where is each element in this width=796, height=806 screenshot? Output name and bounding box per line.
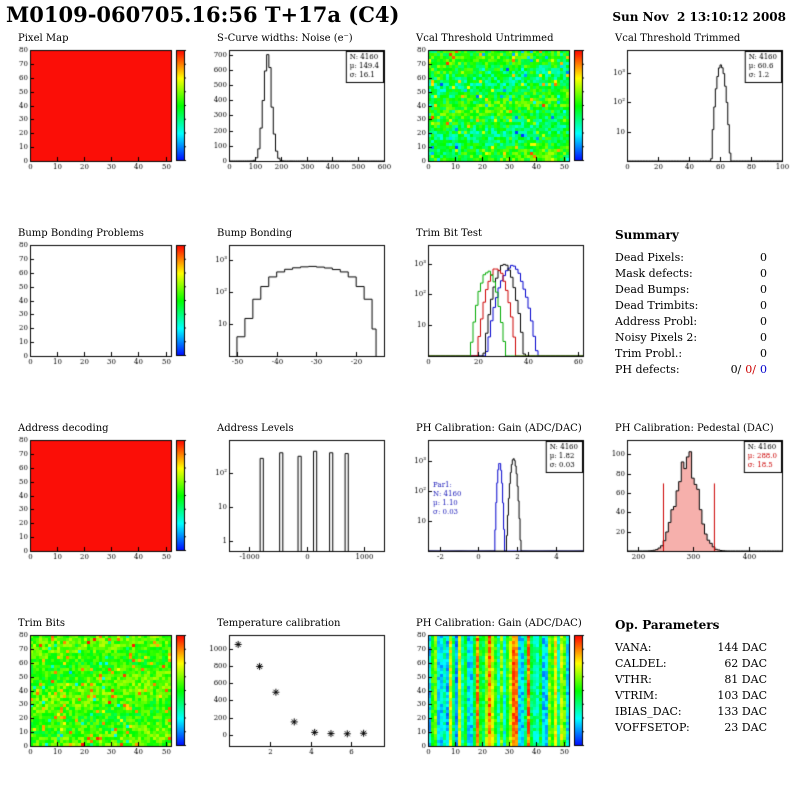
plot-title: Vcal Threshold Untrimmed — [416, 33, 554, 44]
op-parameter-value: 81 DAC — [724, 672, 767, 686]
op-parameter-value: 62 DAC — [724, 656, 767, 670]
plot-title: Temperature calibration — [217, 618, 341, 629]
summary-row: Address Probl: 0 — [615, 314, 767, 330]
plot-title: Address decoding — [18, 423, 109, 434]
summary-row-ph-defects: PH defects: 0/0/0 — [615, 362, 767, 378]
bump-problems-canvas — [2, 241, 197, 371]
plot-title: Vcal Threshold Trimmed — [615, 33, 741, 44]
op-parameters-panel: Op. Parameters VANA: 144 DAC CALDEL: 62 DAC… — [597, 611, 796, 806]
summary-row-label: Dead Trimbits: — [615, 298, 699, 312]
summary-value: 0 — [760, 266, 767, 280]
trim-bit-test-canvas — [400, 241, 595, 371]
temp-calibration-canvas — [201, 631, 396, 761]
bump-bonding-canvas — [201, 241, 396, 371]
plot-ph-gain-map: PH Calibration: Gain (ADC/DAC) — [398, 611, 597, 806]
plot-address-levels: Address Levels — [199, 416, 398, 611]
ph-defects-value: 0/ — [745, 362, 756, 376]
op-parameters-heading: Op. Parameters — [615, 618, 720, 632]
op-parameter-row-label: CALDEL: — [615, 656, 667, 670]
vcal-untrimmed-canvas — [400, 46, 595, 176]
plot-grid: Pixel Map S-Curve widths: Noise (e⁻) Vca… — [0, 26, 796, 806]
plot-title: Pixel Map — [18, 33, 69, 44]
summary-row: Dead Bumps: 0 — [615, 282, 767, 298]
summary-rows: Dead Pixels: 0 Mask defects: 0 Dead Bumps: 0 D… — [615, 250, 767, 378]
op-parameter-row-label: VTRIM: — [615, 688, 658, 702]
op-parameter-value: 144 DAC — [717, 641, 767, 654]
summary-value: 0 — [760, 314, 767, 328]
op-parameter-value: 103 DAC — [717, 688, 767, 702]
page-date: Sun Nov 2 13:10:12 2008 — [612, 10, 786, 24]
plot-bump-problems: Bump Bonding Problems — [0, 221, 199, 416]
summary-row-label: Mask defects: — [615, 266, 693, 280]
plot-vcal-trimmed: Vcal Threshold Trimmed — [597, 26, 796, 221]
plot-title: S-Curve widths: Noise (e⁻) — [217, 33, 353, 44]
plot-title: PH Calibration: Gain (ADC/DAC) — [416, 618, 582, 629]
op-parameter-row: VTRIM: 103 DAC — [615, 688, 767, 704]
ph-defects-value: 0 — [760, 362, 767, 376]
op-parameter-row: CALDEL: 62 DAC — [615, 656, 767, 672]
op-parameter-row-label: VOFFSETOP: — [615, 720, 690, 734]
op-parameter-row-label: VANA: — [615, 641, 652, 654]
summary-row-label: Address Probl: — [615, 314, 698, 328]
plot-vcal-untrimmed: Vcal Threshold Untrimmed — [398, 26, 597, 221]
plot-title: Bump Bonding Problems — [18, 228, 144, 239]
summary-panel: Summary Dead Pixels: 0 Mask defects: 0 Dead … — [597, 221, 796, 416]
summary-heading: Summary — [615, 228, 679, 242]
summary-value: 0 — [760, 251, 767, 264]
trim-bits-canvas — [2, 631, 197, 761]
summary-row-label: Noisy Pixels 2: — [615, 330, 698, 344]
summary-row-label: Dead Pixels: — [615, 251, 684, 264]
plot-scurve-noise: S-Curve widths: Noise (e⁻) — [199, 26, 398, 221]
summary-value: 0 — [760, 298, 767, 312]
summary-row: Trim Probl.: 0 — [615, 346, 767, 362]
summary-row: Dead Pixels: 0 — [615, 250, 767, 266]
op-parameters-rows: VANA: 144 DAC CALDEL: 62 DAC VTHR: 81 DAC VTRI… — [615, 640, 767, 736]
plot-bump-bonding: Bump Bonding — [199, 221, 398, 416]
plot-address-decoding: Address decoding — [0, 416, 199, 611]
vcal-trimmed-canvas — [599, 46, 794, 176]
summary-row: Dead Trimbits: 0 — [615, 298, 767, 314]
summary-row-label: Dead Bumps: — [615, 282, 690, 296]
plot-title: PH Calibration: Gain (ADC/DAC) — [416, 423, 582, 434]
summary-value: 0 — [760, 346, 767, 360]
summary-row: Noisy Pixels 2: 0 — [615, 330, 767, 346]
ph-defects-values: 0/0/0 — [727, 362, 767, 378]
op-parameter-row-label: IBIAS_DAC: — [615, 704, 682, 718]
ph-gain-hist-canvas — [400, 436, 595, 566]
op-parameter-value: 133 DAC — [717, 704, 767, 718]
plot-ph-pedestal: PH Calibration: Pedestal (DAC) — [597, 416, 796, 611]
op-parameter-row: IBIAS_DAC: 133 DAC — [615, 704, 767, 720]
plot-pixel-map: Pixel Map — [0, 26, 199, 221]
ph-pedestal-canvas — [599, 436, 794, 566]
plot-ph-gain-hist: PH Calibration: Gain (ADC/DAC) — [398, 416, 597, 611]
summary-row-ph-defects-label: PH defects: — [615, 362, 680, 376]
summary-row: Mask defects: 0 — [615, 266, 767, 282]
plot-title: PH Calibration: Pedestal (DAC) — [615, 423, 774, 434]
op-parameter-row: VTHR: 81 DAC — [615, 672, 767, 688]
op-parameter-row-label: VTHR: — [615, 672, 652, 686]
scurve-noise-canvas — [201, 46, 396, 176]
page-title: M0109-060705.16:56 T+17a (C4) — [6, 2, 400, 27]
summary-value: 0 — [760, 282, 767, 296]
plot-trim-bit-test: Trim Bit Test — [398, 221, 597, 416]
ph-gain-map-canvas — [400, 631, 595, 761]
plot-title: Address Levels — [217, 423, 294, 434]
op-parameter-row: VOFFSETOP: 23 DAC — [615, 720, 767, 736]
address-decoding-canvas — [2, 436, 197, 566]
plot-title: Trim Bit Test — [416, 228, 483, 239]
summary-row-label: Trim Probl.: — [615, 346, 683, 360]
op-parameter-value: 23 DAC — [724, 720, 767, 734]
address-levels-canvas — [201, 436, 396, 566]
ph-defects-value: 0/ — [730, 362, 742, 376]
op-parameter-row: VANA: 144 DAC — [615, 640, 767, 656]
pixel-map-canvas — [2, 46, 197, 176]
plot-temp-calibration: Temperature calibration — [199, 611, 398, 806]
summary-value: 0 — [760, 330, 767, 344]
plot-trim-bits: Trim Bits — [0, 611, 199, 806]
plot-title: Trim Bits — [18, 618, 66, 629]
plot-title: Bump Bonding — [217, 228, 293, 239]
